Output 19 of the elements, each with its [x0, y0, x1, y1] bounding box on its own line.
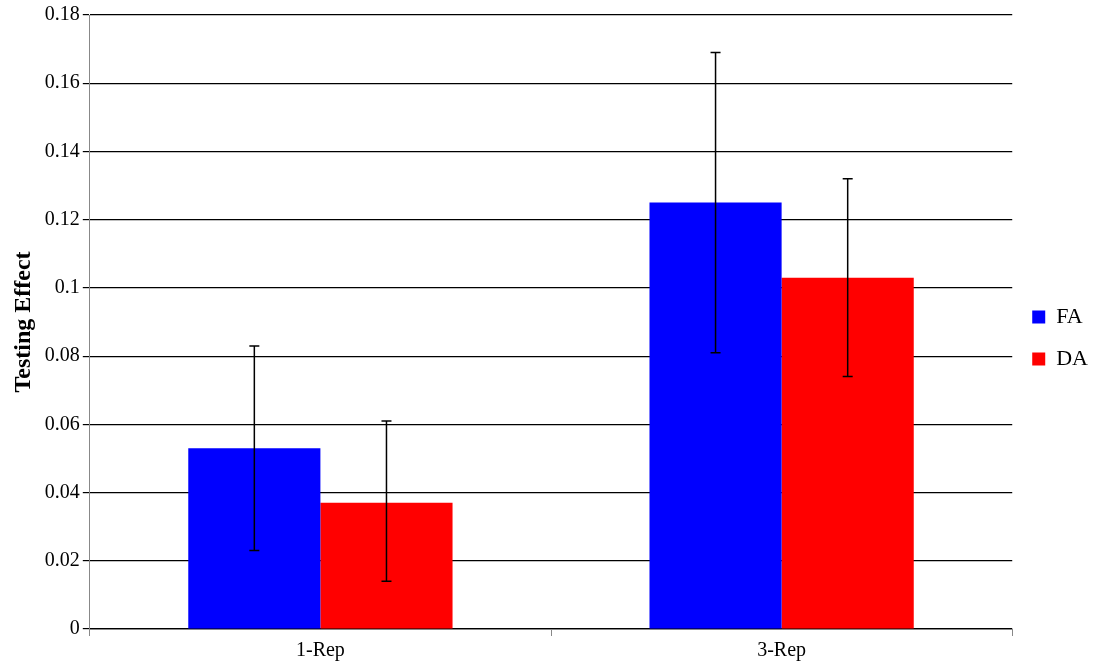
- bar: [188, 448, 321, 629]
- legend-label: DA: [1056, 344, 1089, 370]
- y-tick-label: 0.18: [44, 2, 80, 25]
- y-tick-label: 0.04: [44, 479, 80, 502]
- y-tick-label: 0.02: [44, 548, 80, 571]
- bar: [320, 502, 453, 629]
- y-tick-label: 0: [69, 616, 80, 639]
- x-tick-label: 3-Rep: [757, 638, 807, 662]
- y-tick-label: 0.14: [44, 138, 80, 161]
- legend-label: FA: [1056, 302, 1083, 328]
- bar: [649, 202, 782, 629]
- x-tick-label: 1-Rep: [295, 638, 345, 662]
- bar: [781, 277, 914, 629]
- y-tick-label: 0.16: [44, 70, 80, 93]
- y-tick-label: 0.08: [44, 343, 80, 366]
- y-tick-label: 0.12: [44, 206, 80, 229]
- y-tick-label: 0.06: [44, 411, 80, 434]
- y-axis-title: Testing Effect: [8, 251, 35, 393]
- y-tick-label: 0.1: [54, 275, 80, 298]
